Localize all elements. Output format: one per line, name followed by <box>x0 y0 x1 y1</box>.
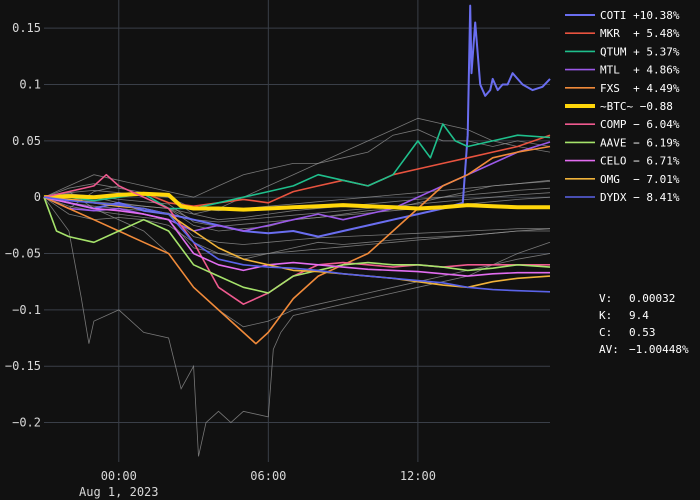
stat-value: −1.00448% <box>629 343 689 356</box>
legend-item-dydx[interactable]: DYDX − 8.41% <box>565 191 680 204</box>
series-line-fxs <box>43 145 551 345</box>
y-tick-label: −0.05 <box>5 247 41 261</box>
legend-label: COTI +10.38% <box>600 9 680 22</box>
legend-label: DYDX − 8.41% <box>600 191 680 204</box>
x-tick-label: 12:00 <box>400 469 436 483</box>
x-tick-label: 06:00 <box>250 469 286 483</box>
stat-value: 0.53 <box>629 326 656 339</box>
legend-label: ~BTC~ −0.88 <box>600 100 673 113</box>
y-tick-label: 0.05 <box>12 134 41 148</box>
stats-panel: V: 0.00032 K: 9.4 C: 0.53 AV: −1.00448% <box>599 292 689 356</box>
legend-label: COMP − 6.04% <box>600 118 680 131</box>
y-tick-label: 0.15 <box>12 21 41 35</box>
y-tick-label: −0.1 <box>12 303 41 317</box>
legend-item-qtum[interactable]: QTUM + 5.37% <box>565 45 680 58</box>
x-tick-label: 00:00 <box>101 469 137 483</box>
legend-item-aave[interactable]: AAVE − 6.19% <box>565 136 680 149</box>
series-line-celo <box>43 196 550 277</box>
legend-label: QTUM + 5.37% <box>600 45 680 58</box>
legend[interactable]: COTI +10.38% MKR + 5.48% QTUM + 5.37% MTL +… <box>565 9 680 204</box>
legend-label: AAVE − 6.19% <box>600 136 680 149</box>
y-axis-ticks: 0.15 0.1 0.05 0 −0.05 −0.1 −0.15 −0.2 <box>5 21 41 429</box>
background-series-line <box>43 196 551 457</box>
stat-row: V: 0.00032 <box>599 292 675 305</box>
y-tick-label: 0 <box>34 190 41 204</box>
x-axis-date-label: Aug 1, 2023 <box>79 485 158 499</box>
y-tick-label: −0.15 <box>5 359 41 373</box>
stat-row: C: 0.53 <box>599 326 656 339</box>
stat-label: C: <box>599 326 612 339</box>
stat-row: K: 9.4 <box>599 309 649 322</box>
legend-item-celo[interactable]: CELO − 6.71% <box>565 155 680 168</box>
background-series-line <box>43 191 551 328</box>
legend-item-omg[interactable]: OMG − 7.01% <box>565 173 680 186</box>
series-line-dydx <box>43 196 551 293</box>
stat-label: V: <box>599 292 612 305</box>
background-series-line <box>43 196 550 245</box>
y-tick-label: 0.1 <box>19 78 41 92</box>
stat-value: 0.00032 <box>629 292 675 305</box>
series-line-coti <box>43 4 551 238</box>
stat-row: AV: −1.00448% <box>599 343 689 356</box>
series-line-aave <box>43 196 551 294</box>
legend-label: MKR + 5.48% <box>600 27 680 40</box>
stat-value: 9.4 <box>629 309 649 322</box>
legend-item-btc[interactable]: ~BTC~ −0.88 <box>565 100 673 113</box>
legend-label: FXS + 4.49% <box>600 82 680 95</box>
legend-label: MTL + 4.86% <box>600 64 680 77</box>
stat-label: K: <box>599 309 612 322</box>
legend-item-coti[interactable]: COTI +10.38% <box>565 9 680 22</box>
legend-label: CELO − 6.71% <box>600 155 680 168</box>
y-tick-label: −0.2 <box>12 416 41 430</box>
background-series-line <box>43 117 551 198</box>
series-line-btc <box>43 191 550 212</box>
legend-item-fxs[interactable]: FXS + 4.49% <box>565 82 680 95</box>
series-lines <box>43 4 551 345</box>
legend-label: OMG − 7.01% <box>600 173 680 186</box>
x-axis-ticks: Aug 1, 2023 00:00 06:00 12:00 <box>79 469 436 499</box>
legend-item-comp[interactable]: COMP − 6.04% <box>565 118 680 131</box>
legend-item-mkr[interactable]: MKR + 5.48% <box>565 27 680 40</box>
stat-label: AV: <box>599 343 619 356</box>
background-series-line <box>43 196 551 257</box>
legend-item-mtl[interactable]: MTL + 4.86% <box>565 64 680 77</box>
